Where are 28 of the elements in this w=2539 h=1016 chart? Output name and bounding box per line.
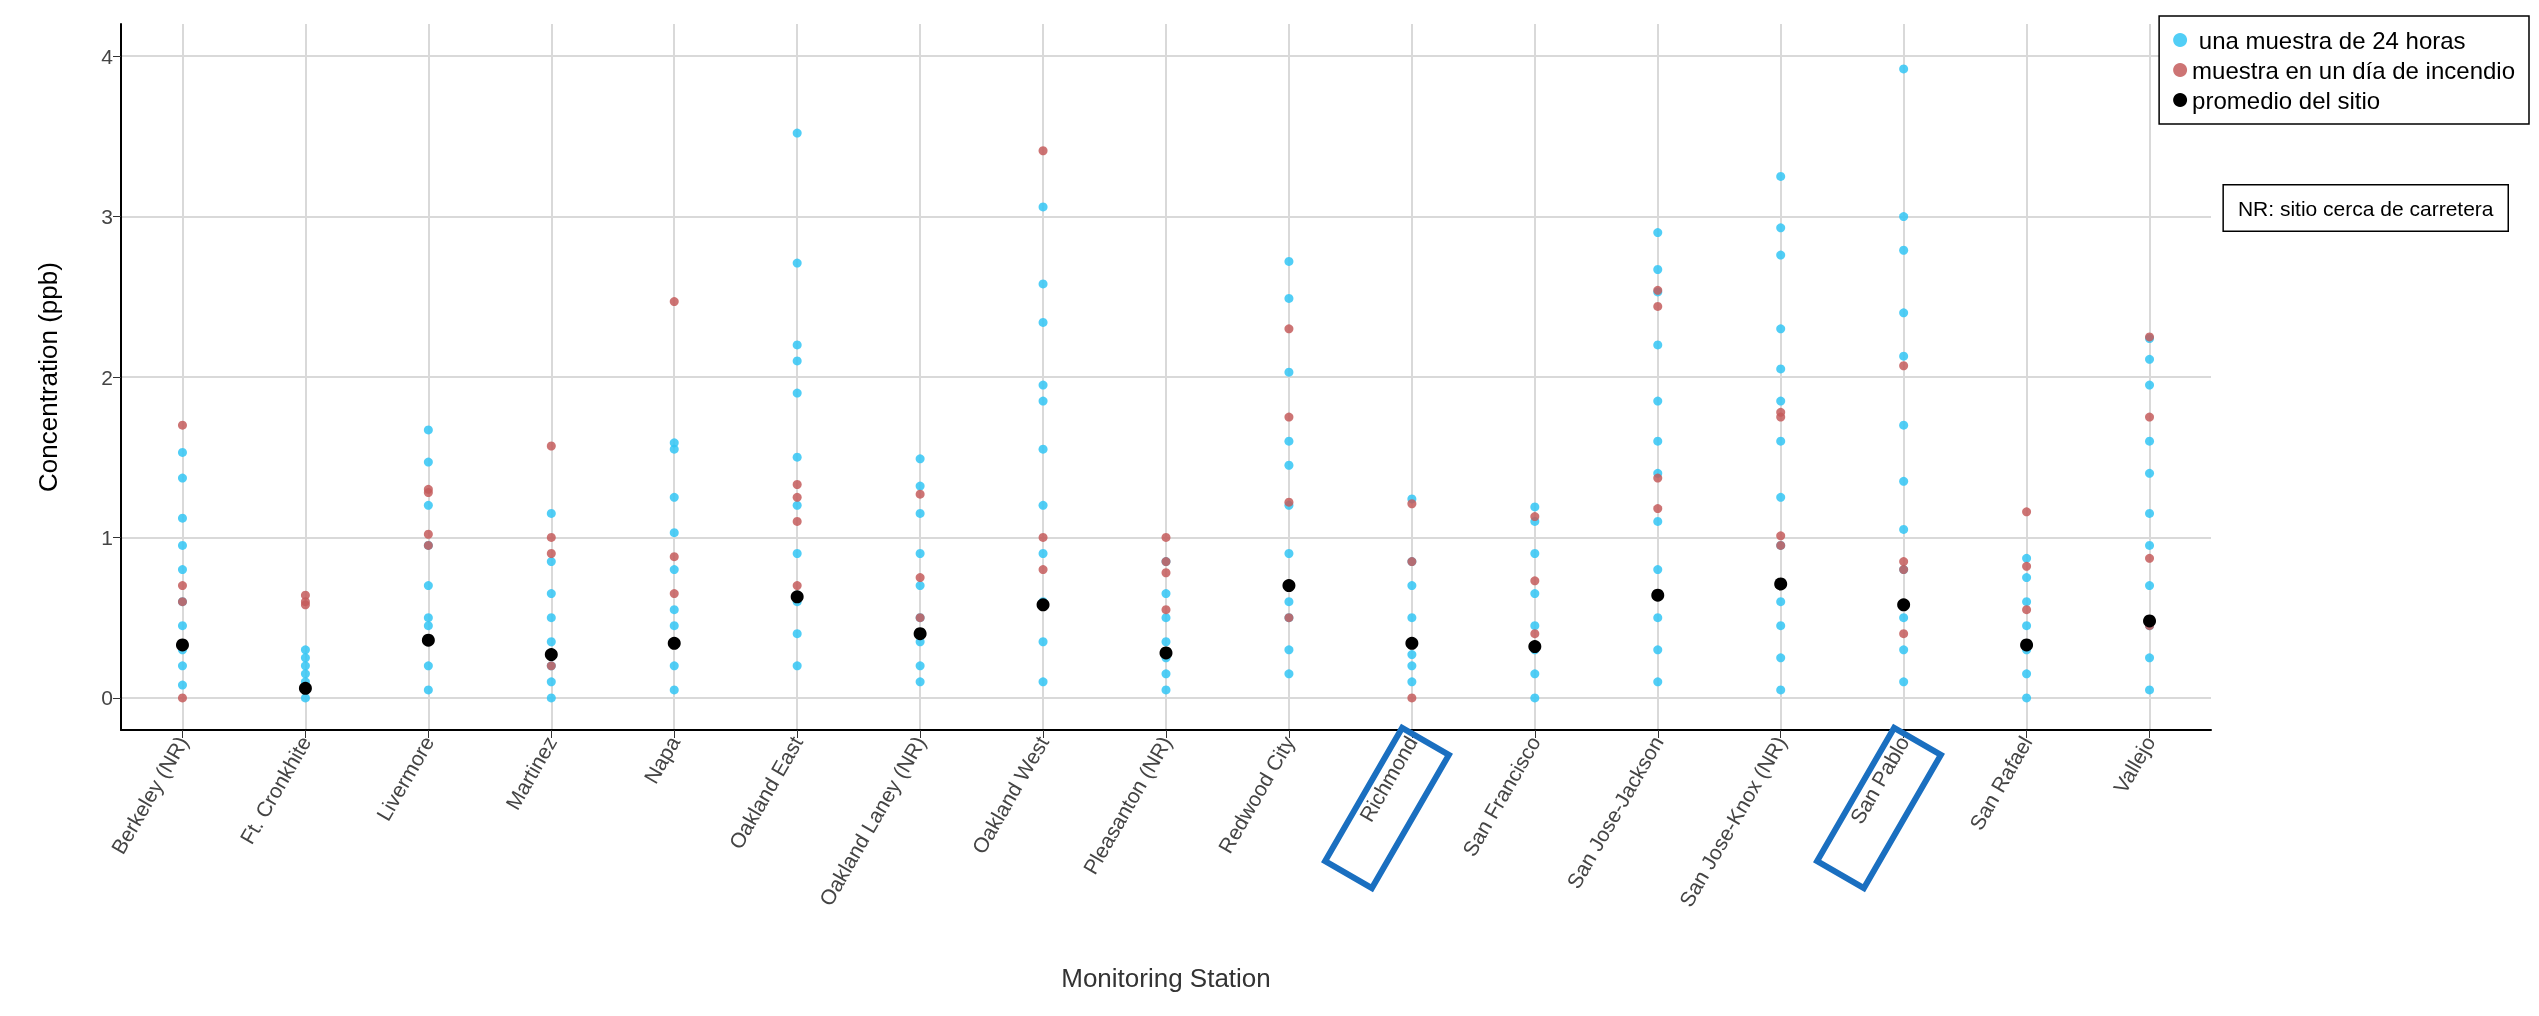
point [1159,646,1173,660]
text: NR: sitio cerca de carretera [2237,196,2494,220]
y-tick-label: 3 [101,205,113,229]
point [1405,636,1419,650]
point [544,648,558,662]
y-tick-label: 4 [101,44,114,68]
point [913,627,927,641]
point [1282,579,1296,593]
y-tick-label: 2 [101,365,113,389]
y-tick-label: 1 [101,525,113,549]
point [2020,638,2034,652]
point [1651,588,1665,602]
point [1036,598,1050,612]
point [1897,598,1911,612]
point [298,681,312,695]
legend-label: una muestra de 24 horas [2192,26,2466,54]
x-axis-title: Monitoring Station [1061,963,1271,993]
point [175,638,189,652]
point [667,636,681,650]
point [421,633,435,647]
legend-label: muestra en un día de incendio [2192,56,2515,84]
point [790,590,804,604]
point [1774,577,1788,591]
y-axis-title: Concentration (ppb) [33,262,63,492]
point [1528,640,1542,654]
legend-label: promedio del sitio [2192,86,2381,114]
y-tick-label: 0 [101,686,113,710]
point [2143,614,2157,628]
